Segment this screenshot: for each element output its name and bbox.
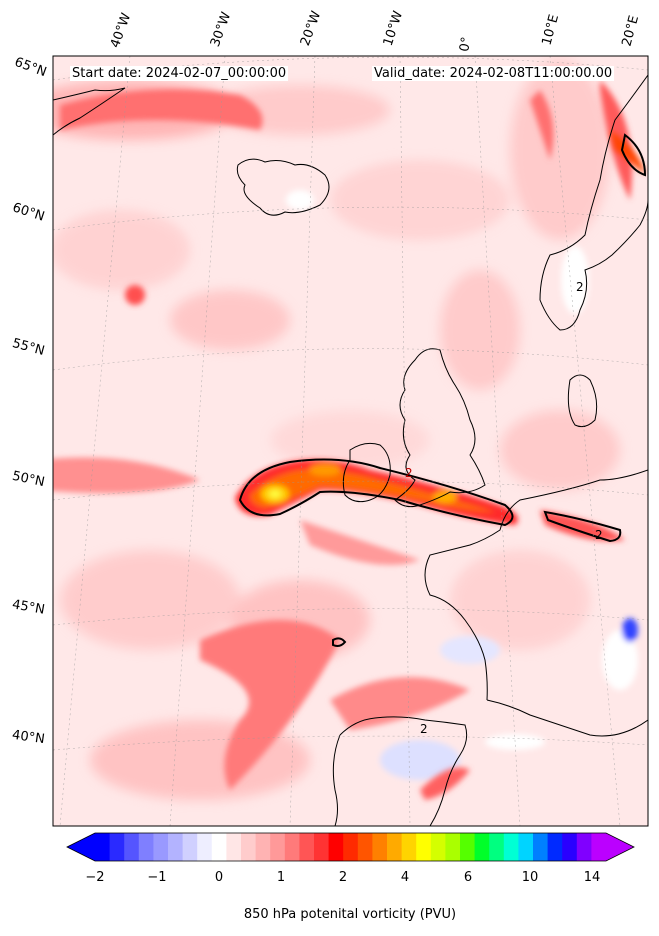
colorbar-tick: −1: [147, 870, 167, 885]
valid-date-label: Valid_date: 2024-02-08T11:00:00.00: [372, 66, 615, 81]
colorbar-box: [328, 833, 344, 861]
colorbar-box: [270, 833, 286, 861]
contour-label: 2: [420, 722, 428, 736]
colorbar-box: [95, 833, 110, 861]
colorbar-box: [211, 833, 227, 861]
colorbar-box: [503, 833, 519, 861]
colorbar-extend-high: [606, 833, 634, 861]
colorbar-tick: 6: [463, 870, 473, 885]
colorbar-box: [343, 833, 359, 861]
colorbar-tick: 0: [214, 870, 224, 885]
colorbar-box: [562, 833, 578, 861]
colorbar-box: [241, 833, 256, 861]
colorbar-extend-low: [67, 833, 95, 861]
pv-2-contours: [238, 133, 647, 647]
contour-label: 2: [595, 528, 603, 542]
contour-label: 2: [405, 466, 413, 480]
colorbar-box: [372, 833, 388, 861]
colorbar-tick: 4: [400, 870, 410, 885]
contour-label: 2: [576, 280, 584, 294]
colorbar-tick: 2: [338, 870, 348, 885]
colorbar-box: [591, 833, 607, 861]
colorbar-box: [576, 833, 592, 861]
colorbar-box: [109, 833, 125, 861]
colorbar-box: [357, 833, 373, 861]
colorbar-tick: 10: [521, 870, 539, 885]
colorbar-box: [299, 833, 315, 861]
colorbar-box: [197, 833, 213, 861]
colorbar-tick: 14: [583, 870, 601, 885]
colorbar-box: [416, 833, 432, 861]
colorbar-box: [460, 833, 475, 861]
colorbar-box: [401, 833, 417, 861]
colorbar-box: [284, 833, 300, 861]
colorbar-box: [430, 833, 446, 861]
colorbar-box: [255, 833, 271, 861]
colorbar-box: [314, 833, 329, 861]
colorbar-boxes: [95, 833, 607, 861]
colorbar-label: 850 hPa potenital vorticity (PVU): [243, 907, 457, 922]
colorbar-box: [533, 833, 548, 861]
graticule: [53, 56, 648, 826]
colorbar-box: [138, 833, 154, 861]
colorbar-box: [182, 833, 198, 861]
colorbar: [66, 832, 635, 862]
colorbar-box: [387, 833, 402, 861]
colorbar-box: [168, 833, 183, 861]
lon-label-0: 0°: [457, 35, 475, 53]
colorbar-box: [153, 833, 169, 861]
colorbar-box: [547, 833, 563, 861]
colorbar-box: [124, 833, 140, 861]
colorbar-box: [518, 833, 534, 861]
pv-field: [53, 56, 648, 826]
colorbar-box: [445, 833, 461, 861]
colorbar-box: [226, 833, 242, 861]
colorbar-box: [474, 833, 490, 861]
colorbar-box: [489, 833, 505, 861]
coastlines: [53, 74, 648, 826]
colorbar-tick: 1: [276, 870, 286, 885]
colorbar-tick: −2: [85, 870, 105, 885]
start-date-label: Start date: 2024-02-07_00:00:00: [70, 66, 289, 81]
